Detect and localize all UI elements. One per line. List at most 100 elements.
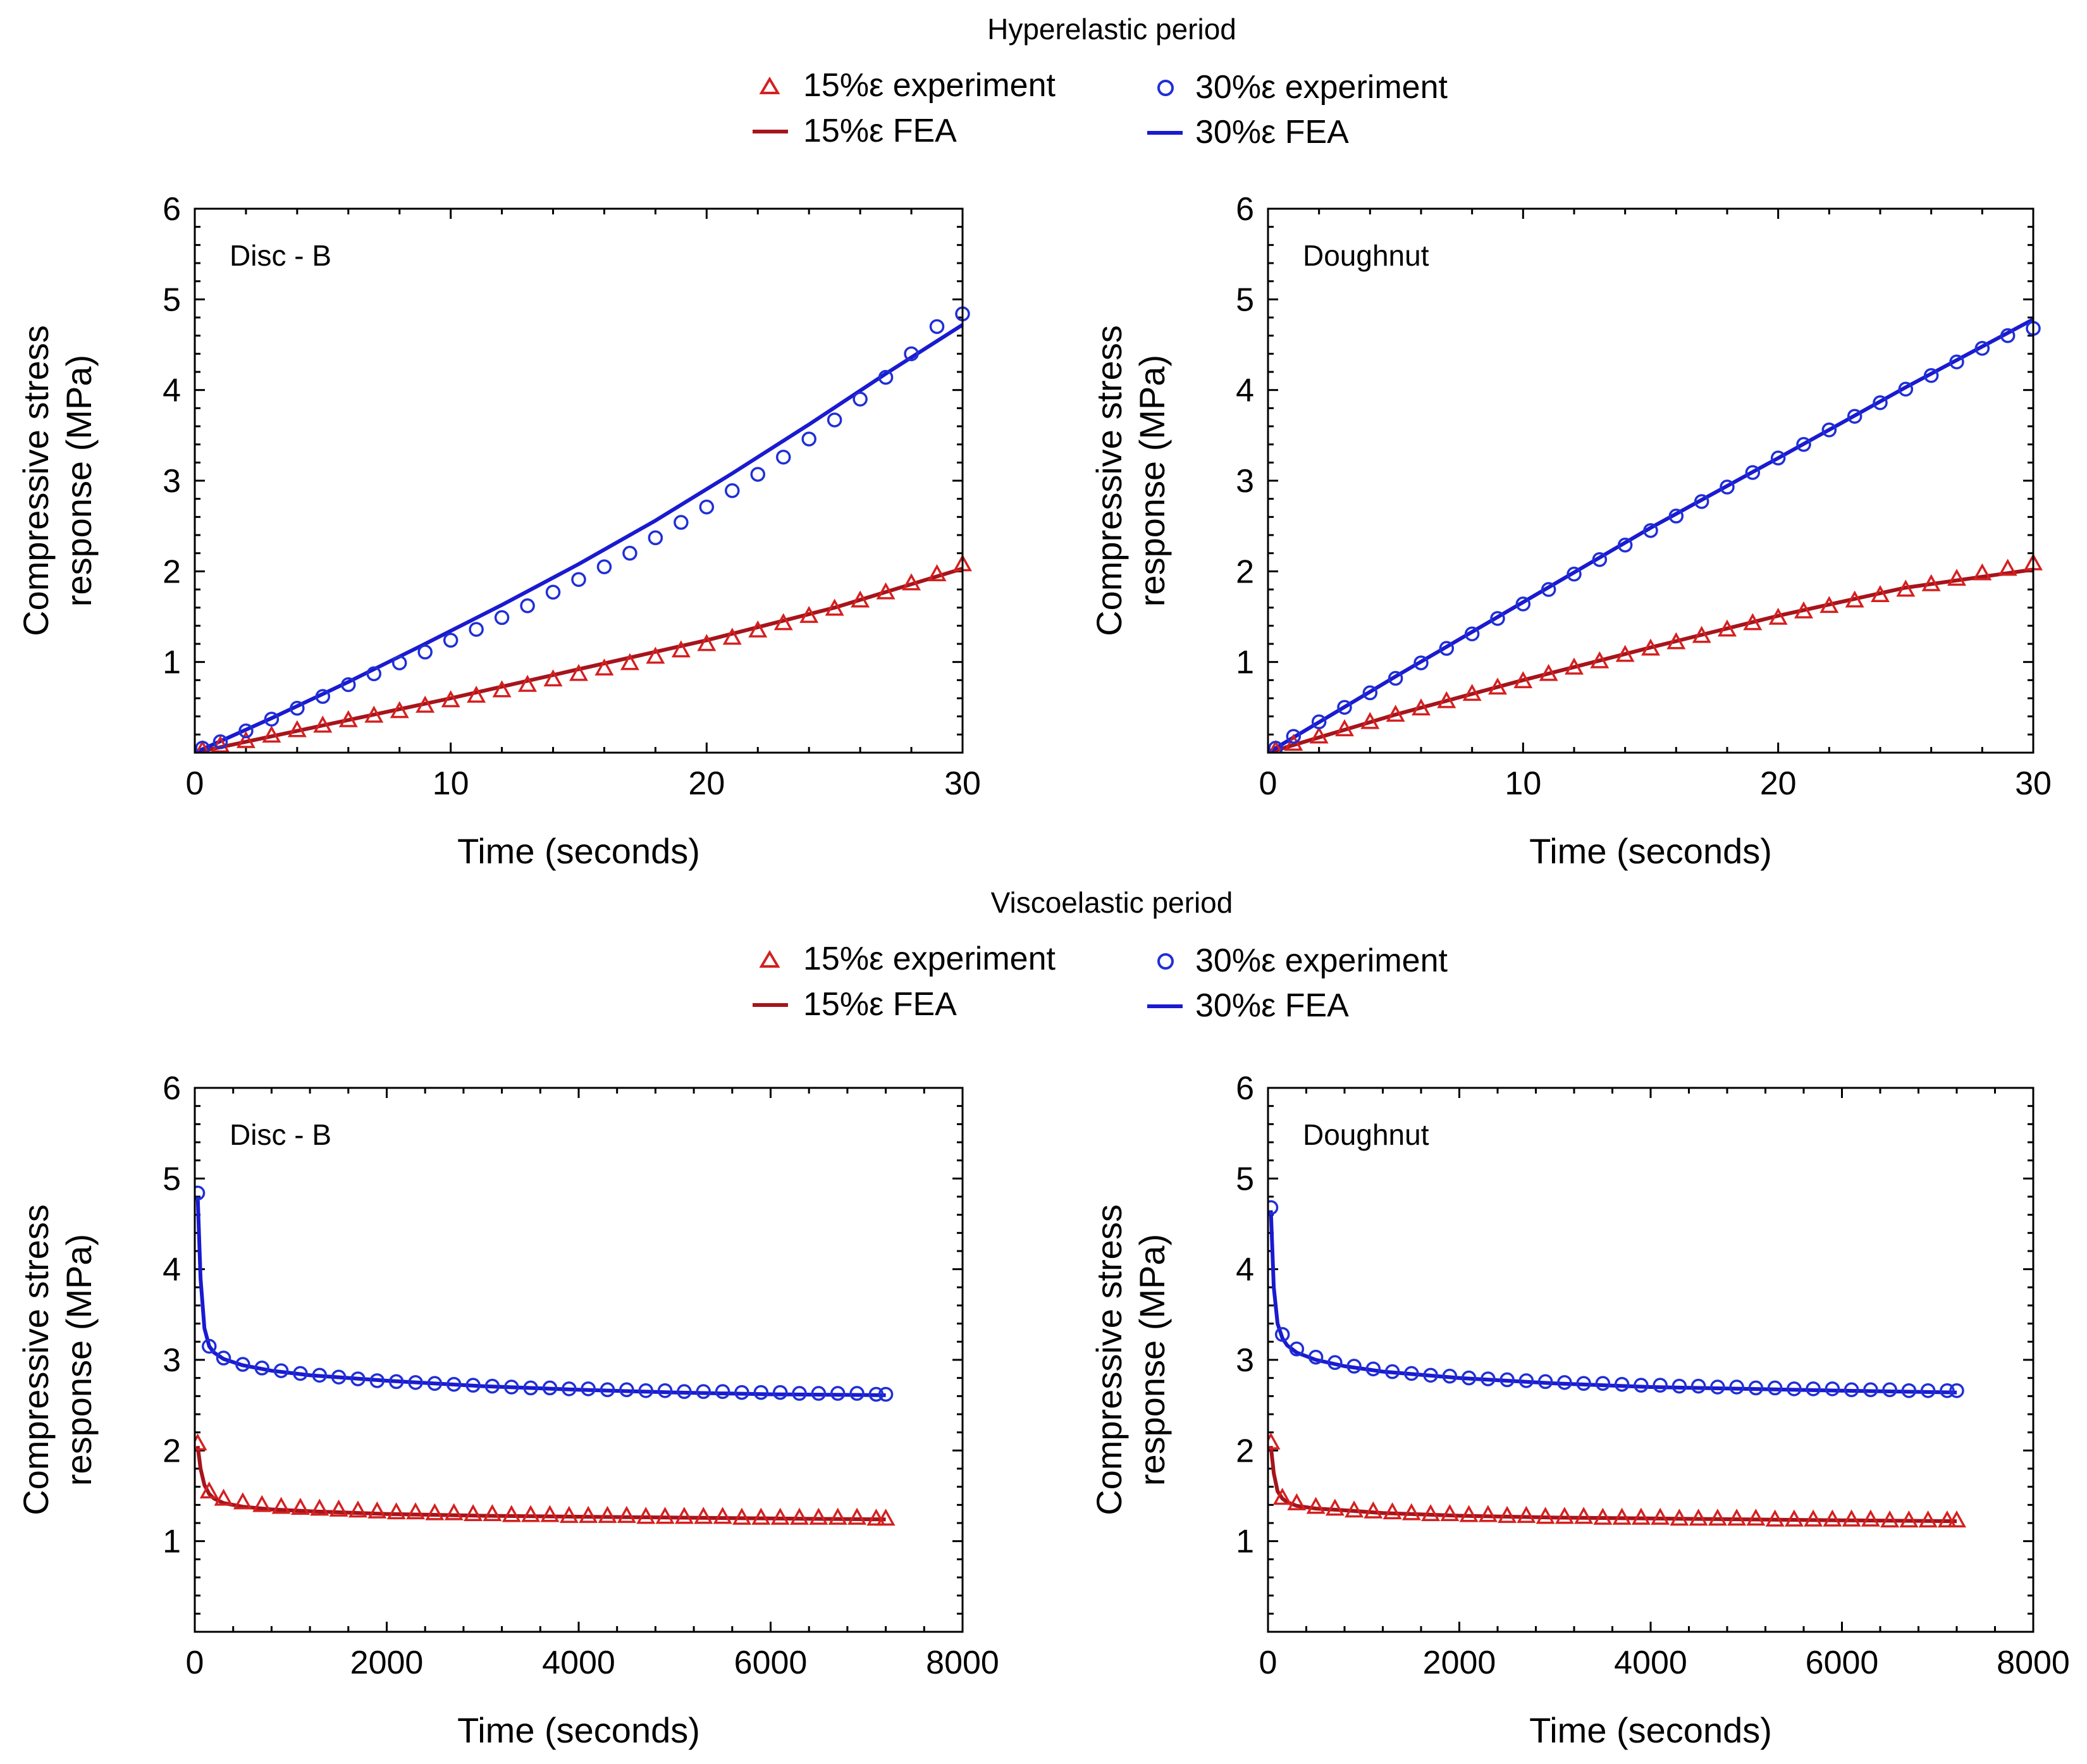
series-line-15e-fea bbox=[1268, 567, 2034, 753]
data-point-triangle bbox=[1918, 1510, 1938, 1528]
data-point-triangle bbox=[195, 740, 210, 753]
data-point-triangle bbox=[579, 1505, 598, 1523]
circle-marker-icon bbox=[1157, 80, 1174, 96]
y-axis-label-line: Compressive stress bbox=[1089, 1204, 1129, 1515]
data-point-circle bbox=[312, 1367, 328, 1383]
data-point-circle bbox=[648, 530, 663, 546]
y-tick-label: 3 bbox=[1236, 1342, 1254, 1379]
data-point-triangle bbox=[828, 1507, 847, 1525]
data-point-circle bbox=[1729, 1379, 1744, 1395]
y-tick-label: 1 bbox=[163, 1524, 181, 1560]
data-point-triangle bbox=[1804, 1509, 1823, 1527]
data-point-circle bbox=[427, 1376, 443, 1391]
data-point-circle bbox=[1796, 436, 1811, 452]
series-15e-experiment bbox=[195, 554, 972, 753]
data-point-circle bbox=[622, 545, 637, 561]
data-point-circle bbox=[1576, 1376, 1591, 1391]
data-point-triangle bbox=[492, 680, 512, 698]
data-point-triangle bbox=[674, 1507, 694, 1524]
data-point-triangle bbox=[441, 690, 460, 708]
data-point-triangle bbox=[464, 1504, 483, 1522]
data-point-triangle bbox=[1462, 684, 1482, 701]
data-point-circle bbox=[331, 1369, 347, 1385]
data-point-triangle bbox=[540, 1505, 560, 1522]
data-point-circle bbox=[388, 1374, 404, 1390]
y-tick-label: 5 bbox=[163, 1161, 181, 1197]
data-point-circle bbox=[1671, 1378, 1687, 1394]
data-point-circle bbox=[1745, 465, 1761, 480]
data-point-circle bbox=[1617, 538, 1633, 553]
data-point-circle bbox=[1289, 1342, 1305, 1357]
data-point-circle bbox=[216, 1350, 231, 1366]
y-tick-label: 4 bbox=[163, 373, 181, 409]
data-point-circle bbox=[1413, 655, 1429, 670]
data-point-triangle bbox=[1670, 1508, 1689, 1526]
data-point-triangle bbox=[313, 715, 333, 733]
panel-annotation: Disc - B bbox=[230, 239, 331, 272]
data-point-triangle bbox=[1651, 1507, 1670, 1525]
data-point-triangle bbox=[211, 735, 230, 753]
data-point-triangle bbox=[1590, 651, 1610, 669]
data-point-triangle bbox=[1268, 1432, 1281, 1450]
data-point-circle bbox=[853, 392, 868, 407]
panel-annotation: Doughnut bbox=[1303, 1118, 1429, 1151]
plot-area bbox=[1268, 318, 2043, 753]
data-point-triangle bbox=[1412, 698, 1431, 716]
data-point-triangle bbox=[1284, 734, 1303, 751]
data-point-circle bbox=[1847, 409, 1862, 424]
data-point-circle bbox=[1346, 1359, 1362, 1374]
data-point-circle bbox=[238, 723, 254, 739]
data-point-triangle bbox=[1440, 1504, 1460, 1522]
data-point-triangle bbox=[271, 1496, 291, 1514]
x-tick-label: 4000 bbox=[1614, 1644, 1687, 1681]
data-point-circle bbox=[1923, 367, 1939, 383]
data-point-circle bbox=[1690, 1378, 1706, 1394]
data-point-circle bbox=[878, 369, 894, 385]
y-tick-label: 6 bbox=[1236, 191, 1254, 228]
data-point-triangle bbox=[195, 1433, 207, 1451]
data-point-triangle bbox=[1718, 619, 1737, 637]
data-point-triangle bbox=[1612, 1507, 1632, 1525]
data-point-circle bbox=[1274, 1327, 1290, 1342]
y-tick-label: 3 bbox=[1236, 463, 1254, 500]
data-point-circle bbox=[1327, 1355, 1343, 1371]
data-point-triangle bbox=[732, 1507, 751, 1525]
data-point-triangle bbox=[773, 613, 793, 631]
data-point-triangle bbox=[902, 573, 921, 591]
x-tick-label: 2000 bbox=[350, 1644, 424, 1681]
y-axis-label: Compressive stressresponse (MPa) bbox=[1089, 325, 1172, 636]
data-point-circle bbox=[235, 1357, 250, 1372]
y-tick-label: 6 bbox=[163, 191, 181, 228]
x-tick-label: 2000 bbox=[1423, 1644, 1496, 1681]
data-point-circle bbox=[562, 1381, 577, 1397]
x-tick-label: 0 bbox=[1259, 1644, 1277, 1681]
y-tick-label: 2 bbox=[163, 1433, 181, 1469]
legend-item-30-experiment: 30%ε experiment bbox=[1157, 69, 1448, 106]
data-point-circle bbox=[202, 1338, 217, 1354]
data-point-triangle bbox=[1746, 1508, 1766, 1526]
series-line-30e-fea bbox=[1269, 1210, 1957, 1395]
data-point-circle bbox=[753, 1385, 769, 1400]
data-point-circle bbox=[674, 515, 689, 530]
data-point-circle bbox=[1461, 1370, 1477, 1386]
data-point-triangle bbox=[416, 695, 435, 713]
data-point-triangle bbox=[199, 1481, 219, 1499]
data-point-triangle bbox=[1861, 1509, 1880, 1527]
data-point-circle bbox=[904, 346, 919, 362]
series-line-15e-fea bbox=[195, 1445, 886, 1522]
data-point-triangle bbox=[236, 731, 255, 748]
x-tick-label: 10 bbox=[1505, 765, 1541, 802]
data-point-triangle bbox=[1539, 663, 1558, 681]
legend-item-30-fea: 30%ε FEA bbox=[1147, 987, 1349, 1024]
data-point-circle bbox=[657, 1383, 673, 1398]
data-point-triangle bbox=[1565, 657, 1584, 675]
data-point-circle bbox=[1481, 1371, 1496, 1386]
y-axis-label: Compressive stressresponse (MPa) bbox=[16, 325, 99, 636]
data-point-circle bbox=[408, 1375, 423, 1390]
data-point-triangle bbox=[569, 663, 588, 681]
panel-annotation: Disc - B bbox=[230, 1118, 331, 1151]
data-point-triangle bbox=[543, 669, 563, 687]
y-axis-label-line: Compressive stress bbox=[16, 1204, 56, 1515]
data-point-triangle bbox=[1845, 590, 1864, 608]
